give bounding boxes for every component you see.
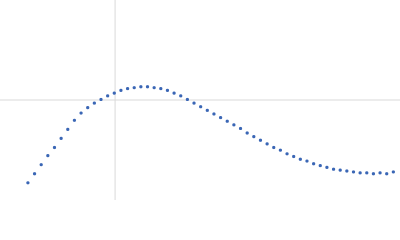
data-point (391, 170, 395, 174)
data-point (185, 97, 189, 102)
data-point (132, 86, 136, 90)
data-point (285, 152, 289, 156)
data-point (165, 88, 170, 92)
data-point (86, 106, 90, 110)
data-point (92, 101, 96, 105)
data-point (371, 172, 376, 176)
data-point (199, 105, 203, 109)
data-point (125, 86, 130, 91)
data-point (39, 163, 43, 167)
data-point (139, 85, 143, 89)
data-point (32, 172, 37, 176)
data-point (325, 165, 329, 169)
data-point (245, 131, 249, 135)
data-point (159, 86, 163, 91)
data-point (318, 163, 322, 168)
data-point (99, 97, 103, 102)
data-point (26, 181, 30, 185)
data-point (66, 127, 70, 131)
page: (() => { const data = JSON.parse(documen… (0, 0, 400, 200)
data-point (305, 159, 309, 163)
data-point (292, 154, 296, 159)
data-point (252, 134, 256, 139)
data-point (119, 88, 123, 92)
data-point (351, 170, 356, 174)
data-point (378, 171, 382, 175)
data-point (205, 108, 209, 112)
data-point (232, 123, 236, 127)
data-point (385, 172, 389, 176)
data-point (152, 86, 156, 90)
data-point (365, 171, 369, 175)
data-point (265, 142, 269, 146)
data-point (338, 168, 342, 172)
data-point (278, 148, 282, 152)
data-point (106, 94, 110, 98)
data-point (225, 119, 229, 123)
data-point (145, 85, 150, 89)
chart (0, 0, 400, 200)
data-point (238, 126, 243, 131)
data-point (192, 101, 196, 105)
data-point (358, 171, 362, 175)
data-point (79, 111, 83, 115)
data-point (298, 157, 302, 161)
data-point (112, 91, 116, 95)
data-point (345, 169, 349, 173)
data-point (59, 136, 63, 141)
data-point (212, 112, 216, 116)
data-point (218, 115, 223, 120)
data-point (331, 167, 336, 171)
data-point (179, 94, 183, 98)
data-point (72, 118, 77, 122)
data-point (172, 91, 176, 95)
data-point (52, 145, 57, 150)
data-point (46, 154, 50, 158)
data-point (272, 145, 276, 150)
data-point (258, 138, 263, 142)
data-point (312, 162, 316, 166)
